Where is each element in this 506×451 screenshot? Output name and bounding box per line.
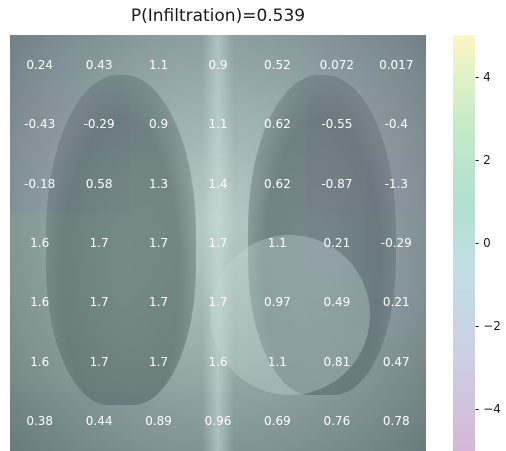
heatmap-cell: 1.7 <box>128 213 189 273</box>
heatmap-cell: 1.1 <box>247 332 308 392</box>
heatmap-cell: 0.47 <box>366 332 426 392</box>
right-lung <box>248 75 396 395</box>
heatmap-cell: 1.1 <box>188 94 248 154</box>
heatmap-cell: -1.3 <box>366 153 426 214</box>
colorbar-tick-label: - 2 <box>475 152 491 167</box>
heatmap-cell: 0.81 <box>307 332 367 392</box>
heatmap-cell: 1.6 <box>10 332 70 392</box>
heatmap-cell: 0.58 <box>69 153 129 214</box>
heatmap-cell: 0.52 <box>247 35 308 95</box>
heatmap-cell: -0.29 <box>69 94 129 154</box>
heatmap-cell: 0.9 <box>128 94 189 154</box>
heatmap-cell: 0.017 <box>366 35 426 95</box>
colorbar <box>453 35 475 451</box>
heatmap-cell: 1.1 <box>128 35 189 95</box>
heatmap-cell: 0.76 <box>307 391 367 451</box>
heatmap-cell: 0.49 <box>307 272 367 333</box>
heatmap-cell: 1.3 <box>128 153 189 214</box>
heatmap-cell: 0.97 <box>247 272 308 333</box>
heatmap-cell: 1.6 <box>10 272 70 333</box>
heatmap-cell: -0.43 <box>10 94 70 154</box>
heatmap-cell: 1.7 <box>188 272 248 333</box>
heatmap-cell: 1.7 <box>128 272 189 333</box>
colorbar-tick-label: - 0 <box>475 236 491 250</box>
spine <box>202 35 234 451</box>
heatmap-cell: -0.87 <box>307 153 367 214</box>
chart-title: P(Infiltration)=0.539 <box>130 6 306 26</box>
heatmap-cell: 0.21 <box>366 272 426 333</box>
heart-shadow <box>210 235 370 395</box>
heatmap-cell: 1.7 <box>69 213 129 273</box>
heatmap-cell: 1.6 <box>188 332 248 392</box>
heatmap-cell: 0.89 <box>128 391 189 451</box>
heatmap-cell: 0.38 <box>10 391 70 451</box>
heatmap-cell: 0.072 <box>307 35 367 95</box>
heatmap-cell: -0.18 <box>10 153 70 214</box>
colorbar-tick-label: - 4 <box>475 69 491 84</box>
heatmap-cell: 0.96 <box>188 391 248 451</box>
xray-image <box>10 35 426 451</box>
colorbar-tick-label: - −4 <box>475 402 501 417</box>
heatmap-cell: 0.43 <box>69 35 129 95</box>
heatmap-cell: 0.69 <box>247 391 308 451</box>
heatmap-cell: 1.6 <box>10 213 70 273</box>
heatmap-cell: 1.7 <box>188 213 248 273</box>
heatmap-cell: -0.29 <box>366 213 426 273</box>
heatmap-cell: 0.24 <box>10 35 70 95</box>
heatmap-cell: 1.4 <box>188 153 248 214</box>
heatmap-cell: 1.7 <box>128 332 189 392</box>
heatmap: 0.24 0.43 1.1 0.9 0.52 0.072 0.017 -0.43 -0.29 0.… <box>10 35 426 451</box>
heatmap-cell: 0.21 <box>307 213 367 273</box>
heatmap-cell: 0.44 <box>69 391 129 451</box>
colorbar-tick-label: - −2 <box>475 319 501 334</box>
heatmap-cell: 0.62 <box>247 94 308 154</box>
heatmap-cell: -0.4 <box>366 94 426 154</box>
heatmap-cells: 0.24 0.43 1.1 0.9 0.52 0.072 0.017 -0.43 -0.29 0.… <box>10 35 426 451</box>
colorbar-ticks: - 4 - 2 - 0 - −2 - −4 <box>475 35 506 451</box>
heatmap-cell: 1.7 <box>69 332 129 392</box>
heatmap-cell: 0.78 <box>366 391 426 451</box>
heatmap-cell: 1.7 <box>69 272 129 333</box>
heatmap-cell: 0.9 <box>188 35 248 95</box>
left-lung <box>46 75 196 405</box>
heatmap-cell: 0.62 <box>247 153 308 214</box>
heatmap-cell: 1.1 <box>247 213 308 273</box>
heatmap-cell: -0.55 <box>307 94 367 154</box>
